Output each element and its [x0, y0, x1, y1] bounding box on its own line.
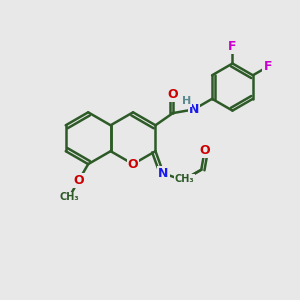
Text: O: O [167, 88, 178, 101]
Text: F: F [263, 60, 272, 73]
Text: O: O [73, 174, 84, 187]
Text: O: O [199, 144, 210, 158]
Text: H: H [182, 96, 191, 106]
Text: N: N [158, 167, 169, 180]
Text: F: F [228, 40, 237, 53]
Text: CH₃: CH₃ [59, 192, 79, 202]
Text: CH₃: CH₃ [175, 174, 194, 184]
Text: O: O [178, 174, 188, 187]
Text: N: N [188, 103, 199, 116]
Text: O: O [128, 158, 138, 171]
